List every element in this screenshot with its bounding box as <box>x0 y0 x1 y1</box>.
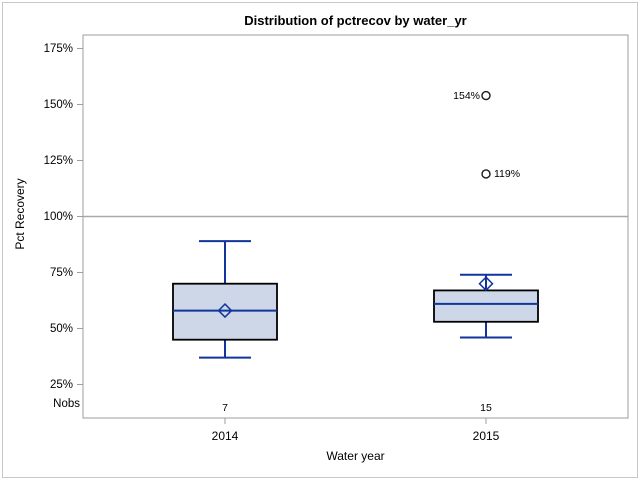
iqr-box <box>172 282 278 341</box>
outlier-marker <box>481 169 491 179</box>
iqr-box <box>433 289 539 323</box>
plot-area-border <box>82 34 629 419</box>
mean-diamond-marker <box>478 276 494 292</box>
mean-diamond-marker <box>217 303 233 319</box>
outlier-marker <box>481 90 491 101</box>
chart-title: Distribution of pctrecov by water_yr <box>244 13 467 28</box>
